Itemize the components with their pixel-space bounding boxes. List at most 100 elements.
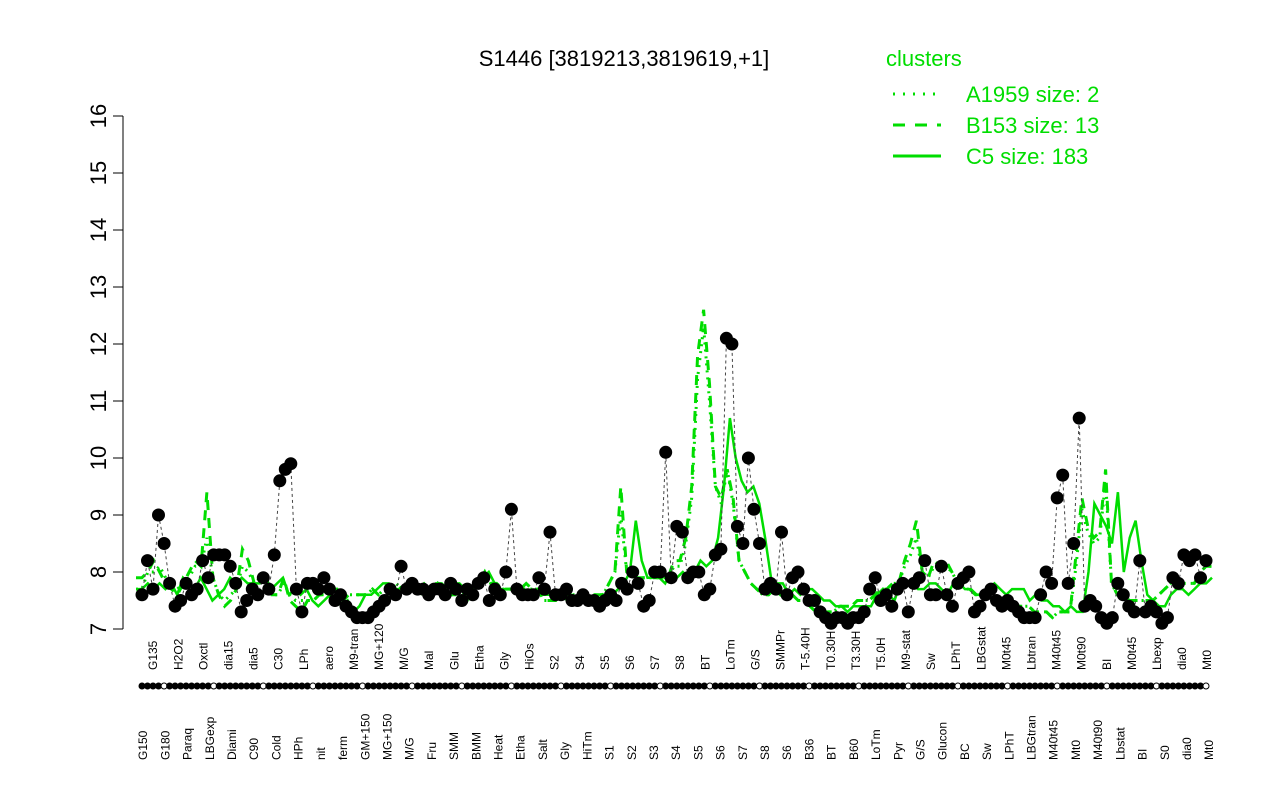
data-point: [295, 605, 309, 619]
data-point: [537, 582, 551, 596]
data-point: [1050, 491, 1064, 505]
data-point: [289, 582, 303, 596]
data-point: [229, 576, 243, 590]
point-label: Glu: [447, 651, 461, 670]
x-rug-mark: [711, 682, 719, 690]
x-tick-label: Fru: [425, 742, 439, 760]
x-tick-label: BI: [1136, 749, 1150, 760]
x-tick-label: S7: [736, 745, 750, 760]
data-point: [945, 599, 959, 613]
data-point: [152, 508, 165, 522]
data-point: [234, 605, 248, 619]
data-point: [196, 554, 210, 568]
x-tick-label: Lbstat: [1113, 727, 1127, 760]
point-label: MG+120: [372, 623, 386, 670]
data-point: [1188, 548, 1202, 562]
point-label: Lbexp: [1150, 637, 1164, 670]
x-tick-label: Heat: [491, 734, 505, 760]
x-tick-label: LBGtran: [1024, 715, 1038, 760]
data-point: [466, 588, 480, 602]
point-label: Mt0: [1200, 650, 1214, 670]
point-label: LBGstat: [974, 626, 988, 670]
data-point: [714, 542, 728, 556]
x-tick-label: LoTm: [869, 729, 883, 760]
point-label: H2O2: [171, 638, 185, 670]
x-tick-label: nit: [314, 747, 328, 760]
y-tick-label: 13: [86, 275, 111, 299]
data-point: [262, 582, 276, 596]
data-point: [560, 582, 573, 596]
point-label: SMMPr: [774, 630, 788, 670]
data-point: [741, 451, 755, 465]
data-point: [703, 582, 717, 596]
point-label: G/S: [748, 649, 762, 670]
data-point: [929, 588, 943, 602]
x-tick-label: S6: [714, 745, 728, 760]
x-rug-mark: [921, 682, 929, 690]
x-tick-label: BC: [958, 743, 972, 760]
x-tick-label: Etha: [514, 735, 528, 760]
data-point: [1133, 554, 1147, 568]
data-point: [449, 582, 463, 596]
data-point: [317, 571, 331, 585]
data-point: [912, 571, 926, 585]
point-label: C30: [272, 648, 286, 670]
data-point: [378, 594, 392, 607]
data-point: [240, 594, 254, 607]
x-tick-label: S3: [647, 745, 661, 760]
data-point: [857, 605, 871, 619]
data-point: [223, 559, 237, 573]
x-tick-label: Pyr: [891, 742, 905, 760]
data-point: [251, 588, 265, 602]
data-point: [775, 525, 788, 539]
x-rug-mark: [1092, 682, 1100, 690]
data-point: [1199, 554, 1213, 568]
legend-entry-a1959: A1959 size: 2: [966, 82, 1099, 107]
x-tick-label: SMM: [447, 732, 461, 760]
y-tick-label: 7: [86, 623, 111, 635]
data-point: [642, 594, 656, 607]
legend-entry-c5: C5 size: 183: [966, 144, 1088, 169]
x-tick-label: GM+150: [358, 713, 372, 760]
point-label: M40t45: [1050, 630, 1064, 670]
data-point: [863, 582, 877, 596]
x-tick-label: S8: [758, 745, 772, 760]
data-point: [692, 565, 706, 579]
data-point: [940, 588, 954, 602]
data-point: [218, 548, 232, 562]
data-point: [868, 571, 882, 585]
data-point: [736, 537, 750, 550]
y-tick-label: 15: [86, 161, 111, 185]
series-line-dotted: [136, 326, 1212, 620]
point-label: T3.30H: [849, 631, 863, 670]
x-tick-label: S6: [780, 745, 794, 760]
point-label: LPhT: [949, 641, 963, 670]
point-label: aero: [322, 646, 336, 670]
point-label: S2: [548, 655, 562, 670]
data-point: [747, 502, 761, 516]
point-label: T-5.40H: [799, 627, 813, 670]
data-point: [499, 565, 513, 579]
data-point: [190, 582, 204, 596]
x-tick-label: S5: [691, 745, 705, 760]
data-point: [780, 588, 794, 602]
point-label: G135: [146, 640, 160, 670]
data-point: [493, 588, 507, 602]
data-point: [267, 548, 281, 562]
x-tick-label: BT: [825, 744, 839, 760]
x-tick-label: LBGexp: [203, 716, 217, 760]
point-label: S5: [598, 655, 612, 670]
data-point: [322, 582, 336, 596]
x-tick-label: dia0: [1180, 737, 1194, 760]
point-label: Oxctl: [196, 643, 210, 670]
y-tick-label: 16: [86, 104, 111, 128]
point-label: BI: [1100, 659, 1114, 670]
point-label: M/G: [397, 647, 411, 670]
x-tick-label: S2: [625, 745, 639, 760]
data-point: [394, 559, 408, 573]
point-label: Sw: [924, 653, 938, 670]
data-point: [174, 594, 188, 607]
data-point: [1067, 537, 1081, 550]
point-label: Mal: [422, 651, 436, 670]
point-label: S8: [673, 655, 687, 670]
